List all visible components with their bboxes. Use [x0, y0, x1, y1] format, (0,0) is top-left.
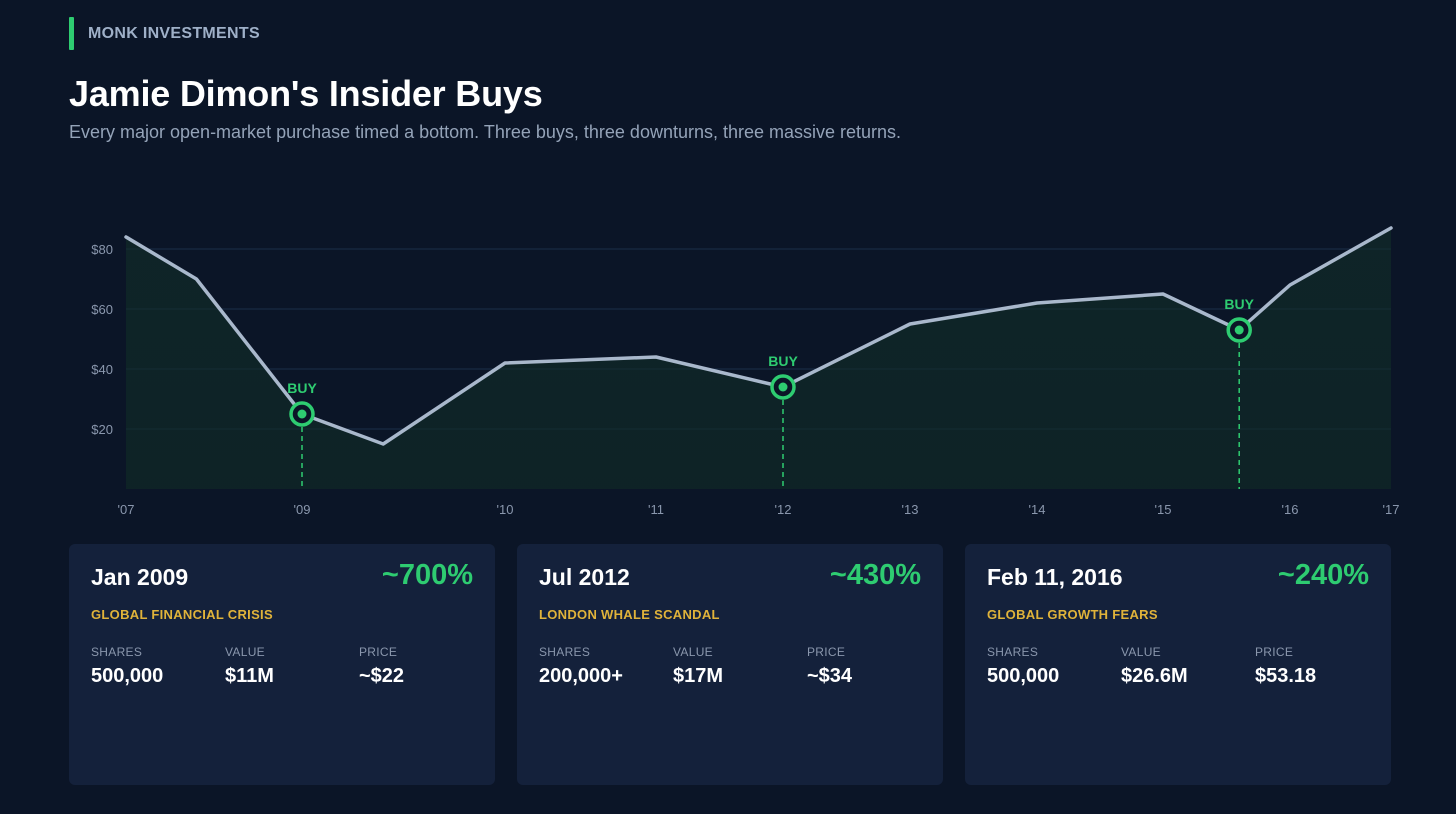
buy-marker-dot: [297, 409, 307, 419]
brand: MONK INVESTMENTS: [69, 17, 260, 50]
buy-marker: BUY: [1224, 296, 1255, 343]
card-stat-shares: SHARES 500,000: [987, 645, 1059, 688]
stat-label: PRICE: [1255, 645, 1294, 659]
x-tick-label: '15: [1155, 502, 1172, 517]
buy-markers: BUY BUY BUY: [287, 296, 1255, 427]
stat-label: VALUE: [673, 645, 713, 659]
stat-value: 200,000+: [539, 665, 623, 687]
x-tick-label: '10: [497, 502, 514, 517]
x-tick-label: '07: [118, 502, 135, 517]
card-stat-shares: SHARES 500,000: [91, 645, 163, 688]
buy-card-2016: Feb 11, 2016 ~240% GLOBAL GROWTH FEARS S…: [965, 544, 1391, 785]
buy-card-2009: Jan 2009 ~700% GLOBAL FINANCIAL CRISIS S…: [69, 544, 495, 785]
stat-value: ~$22: [359, 665, 405, 687]
card-stat-price: PRICE ~$34: [807, 645, 852, 688]
card-stat-value: VALUE $26.6M: [1121, 645, 1188, 688]
card-stat-price: PRICE $53.18: [1255, 645, 1316, 688]
stat-value: 500,000: [91, 665, 164, 687]
card-stat-shares: SHARES 200,000+: [539, 645, 623, 688]
buy-marker: BUY: [768, 353, 798, 400]
buy-label: BUY: [287, 380, 317, 396]
stat-label: VALUE: [1121, 645, 1161, 659]
card-date: Feb 11, 2016: [987, 564, 1123, 590]
card-stat-value: VALUE $17M: [673, 645, 723, 688]
x-axis-labels: '07 '09 '10 '11 '12 '13 '14 '15 '16 '17: [118, 502, 1400, 517]
y-tick-label: $80: [91, 242, 113, 257]
y-tick-label: $40: [91, 362, 113, 377]
x-tick-label: '16: [1282, 502, 1299, 517]
price-chart: $20 $40 $60 $80 '07 '09 '10 '11 '12 '13 '14 '15 '16…: [91, 226, 1400, 517]
stat-label: SHARES: [91, 645, 143, 659]
brand-name: MONK INVESTMENTS: [88, 24, 260, 42]
stat-label: PRICE: [807, 645, 846, 659]
card-stat-value: VALUE $11M: [225, 645, 274, 688]
card-return: ~700%: [381, 559, 473, 591]
card-return: ~430%: [829, 559, 921, 591]
x-tick-label: '17: [1383, 502, 1400, 517]
stat-value: $11M: [225, 665, 274, 687]
card-event: GLOBAL FINANCIAL CRISIS: [91, 607, 273, 622]
x-tick-label: '09: [294, 502, 311, 517]
page-subtitle: Every major open-market purchase timed a…: [69, 122, 902, 142]
buy-marker-dot: [778, 382, 788, 392]
stat-value: ~$34: [807, 665, 853, 687]
x-tick-label: '11: [648, 502, 664, 517]
y-tick-label: $20: [91, 422, 113, 437]
buy-marker: BUY: [287, 380, 317, 427]
y-axis-labels: $20 $40 $60 $80: [91, 242, 113, 437]
stat-value: $26.6M: [1121, 665, 1188, 687]
x-tick-label: '14: [1029, 502, 1046, 517]
stat-label: SHARES: [539, 645, 591, 659]
stat-value: $53.18: [1255, 665, 1317, 687]
buy-marker-dot: [1234, 325, 1244, 335]
x-tick-label: '12: [775, 502, 792, 517]
buy-label: BUY: [768, 353, 798, 369]
buy-card-2012: Jul 2012 ~430% LONDON WHALE SCANDAL SHAR…: [517, 544, 943, 785]
card-event: GLOBAL GROWTH FEARS: [987, 607, 1158, 622]
card-return: ~240%: [1277, 559, 1369, 591]
card-date: Jul 2012: [539, 564, 630, 590]
card-event: LONDON WHALE SCANDAL: [539, 607, 720, 622]
page-title: Jamie Dimon's Insider Buys: [69, 73, 543, 114]
y-tick-label: $60: [91, 302, 113, 317]
stat-value: $17M: [673, 665, 724, 687]
stat-label: PRICE: [359, 645, 398, 659]
stat-label: SHARES: [987, 645, 1039, 659]
buy-guide-lines: [301, 343, 1240, 489]
card-stat-price: PRICE ~$22: [359, 645, 404, 688]
stat-label: VALUE: [225, 645, 265, 659]
x-tick-label: '13: [902, 502, 919, 517]
stat-value: 500,000: [987, 665, 1060, 687]
price-area: [126, 228, 1391, 489]
buy-label: BUY: [1224, 296, 1254, 312]
card-date: Jan 2009: [91, 564, 189, 590]
brand-accent-bar: [69, 17, 74, 50]
